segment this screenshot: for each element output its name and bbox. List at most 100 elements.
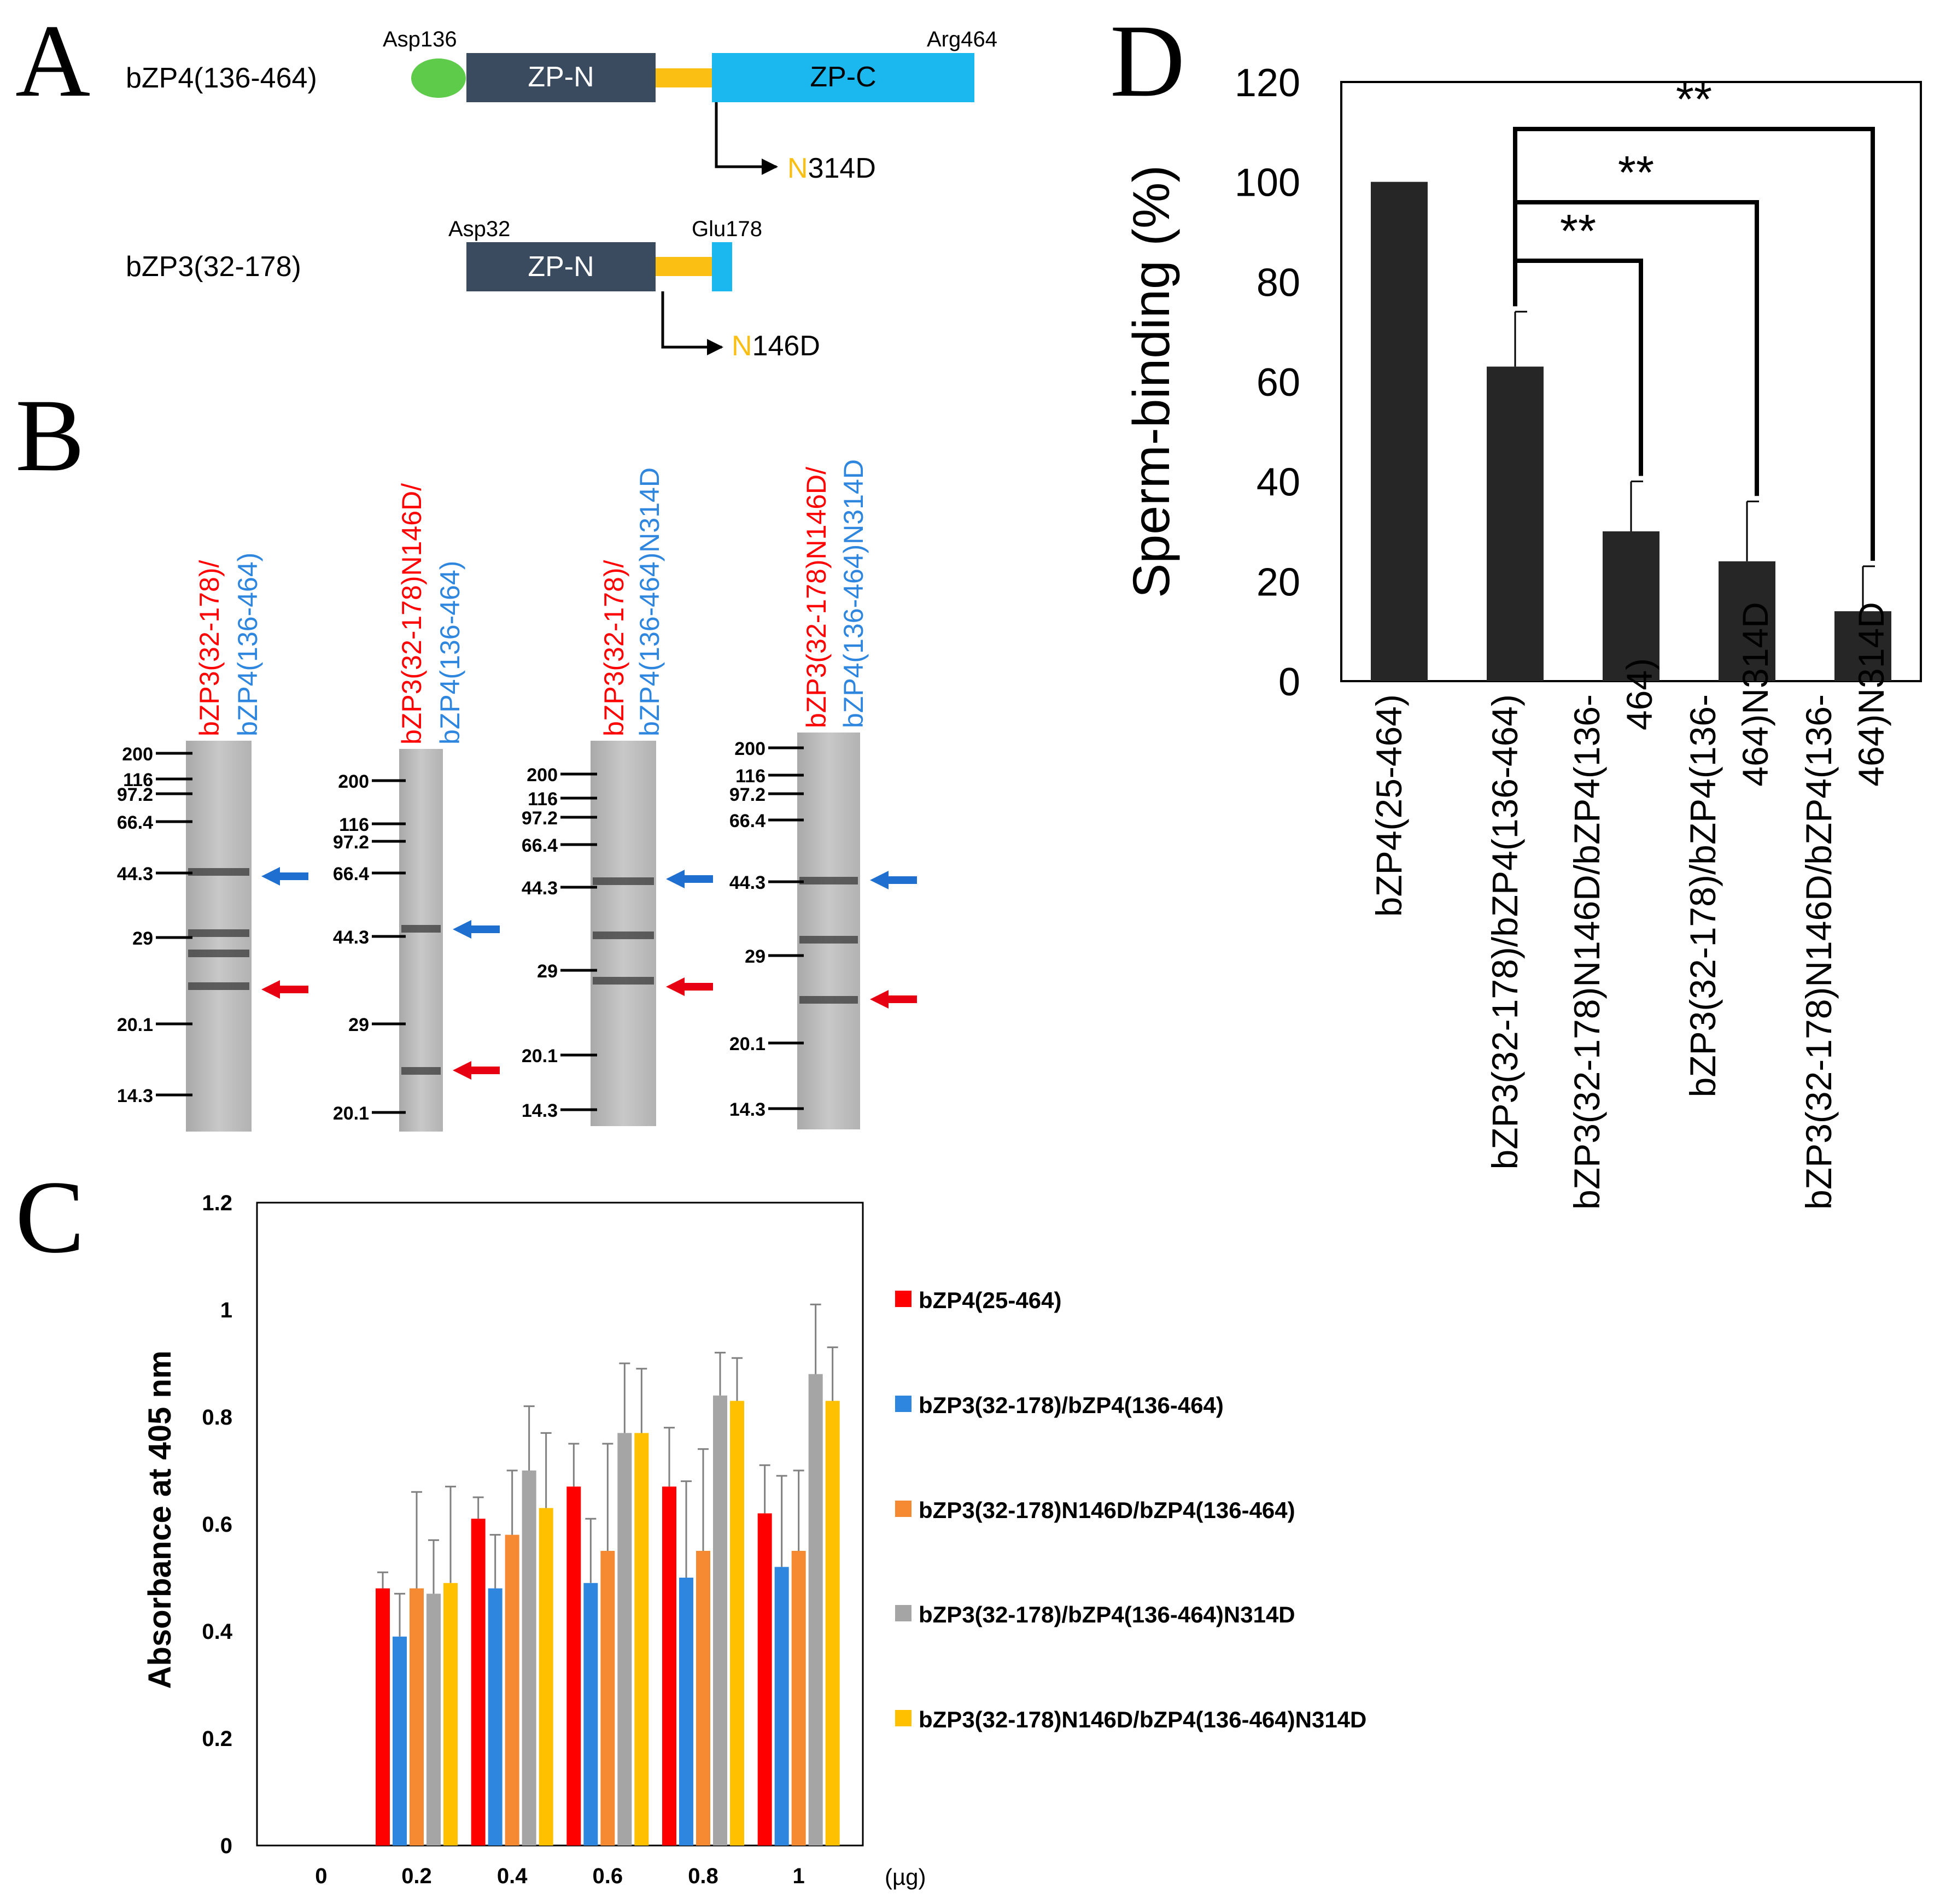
panel-c-y-tick-label: 0.6 <box>202 1513 232 1537</box>
panel-d-bar <box>1834 611 1891 681</box>
zp4-construct-label: bZP4(136-464) <box>126 62 317 94</box>
protein-band <box>593 977 654 985</box>
panel-d-bar <box>1487 366 1544 681</box>
zp4-end-residue: Arg464 <box>927 27 997 51</box>
zp4-zp-n-domain <box>466 53 656 102</box>
red-arrow-zp3-band <box>261 980 308 999</box>
panel-c-bar <box>825 1401 840 1846</box>
zp3-construct-label: bZP3(32-178) <box>126 251 301 283</box>
gel-lane-label-red: bZP3(32-178)/ <box>599 560 629 736</box>
panel-c-legend-swatch <box>895 1501 911 1517</box>
panel-d-significance-bracket <box>1513 200 1759 496</box>
panel-c-absorbance-chart: Absorbance at 405 nm (µg) 0 0.2 0.4 0.6 0.8 1… <box>142 1191 1366 1890</box>
panel-d-y-tick-label: 80 <box>1257 261 1300 304</box>
marker-label: 14.3 <box>117 1086 153 1106</box>
panel-c-y-tick-label: 0.4 <box>202 1620 232 1644</box>
blue-arrow-zp4-band <box>453 920 500 939</box>
panel-c-bar <box>696 1551 710 1846</box>
panel-c-x-tick-label: 0 <box>315 1864 327 1888</box>
zp4-mutation-label: N314D <box>787 153 876 184</box>
marker-label: 116 <box>735 766 766 787</box>
panel-c-bar <box>600 1551 615 1846</box>
panel-c-legend-swatch <box>895 1710 911 1726</box>
panel-c-legend-swatch <box>895 1291 911 1307</box>
panel-d-sperm-binding-chart: Sperm-binding (%) 0 20 40 60 80 100 120 ** ** **… <box>1123 61 1922 1210</box>
panel-c-legend-label: bZP3(32-178)N146D/bZP4(136-464) <box>919 1497 1295 1523</box>
panel-a-domain-diagram: bZP4(136-464) Asp136 Arg464 ZP-N ZP-C N3… <box>126 27 997 362</box>
panel-c-bar <box>662 1486 676 1846</box>
panel-d-bar <box>1603 531 1659 681</box>
panel-c-bar <box>730 1401 744 1846</box>
panel-d-x-tick-line: 464)N314D <box>1851 602 1891 787</box>
panel-d-x-tick-line: bZP3(32-178)/bZP4(136- <box>1682 694 1723 1097</box>
panel-c-bar <box>617 1433 632 1846</box>
zp3-zp-n-domain <box>466 242 656 291</box>
panel-c-x-tick-label: 0.6 <box>593 1864 623 1888</box>
marker-label: 200 <box>527 765 558 786</box>
gel-lane-label-blue: bZP4(136-464)N314D <box>634 467 665 736</box>
marker-label: 66.4 <box>333 864 369 884</box>
panel-c-bar <box>791 1551 806 1846</box>
gel-lane-label-red: bZP3(32-178)/ <box>194 560 225 736</box>
panel-d-x-tick-line: 464)N314D <box>1735 602 1775 787</box>
panel-c-bar <box>757 1513 772 1846</box>
gel-lane-label-blue: bZP4(136-464)N314D <box>838 459 869 728</box>
zp4-zp-c-domain <box>712 53 974 102</box>
gel-lane-label-red: bZP3(32-178)N146D/ <box>801 467 832 728</box>
marker-label: 20.1 <box>729 1034 766 1054</box>
protein-band <box>188 929 249 937</box>
panel-c-y-tick-label: 0.8 <box>202 1405 232 1430</box>
panel-d-y-tick-label: 100 <box>1235 161 1300 205</box>
panel-c-bar <box>426 1593 441 1846</box>
panel-d-y-tick-label: 20 <box>1257 560 1300 604</box>
panel-d-significance-stars: ** <box>1676 74 1712 126</box>
panel-c-bar <box>505 1534 519 1846</box>
marker-label: 44.3 <box>333 927 369 948</box>
marker-label: 20.1 <box>333 1103 369 1124</box>
marker-label: 14.3 <box>522 1100 558 1121</box>
panel-d-x-tick-line: bZP3(32-178)N146D/bZP4(136- <box>1798 694 1839 1210</box>
zp4-zp-n-label: ZP-N <box>528 61 594 93</box>
panel-d-x-tick-line: 464) <box>1619 658 1659 730</box>
panel-c-bar <box>808 1374 823 1846</box>
panel-c-x-unit: (µg) <box>885 1864 926 1890</box>
protein-band <box>799 996 858 1004</box>
marker-label: 66.4 <box>117 812 153 833</box>
panel-c-y-tick-label: 0 <box>220 1834 232 1858</box>
marker-label: 97.2 <box>729 784 766 805</box>
panel-c-bar <box>488 1588 502 1846</box>
red-arrow-zp3-band <box>870 990 917 1009</box>
panel-d-y-tick-label: 40 <box>1257 461 1300 505</box>
zp4-zp-c-label: ZP-C <box>810 61 876 93</box>
panel-c-legend-label: bZP3(32-178)N146D/bZP4(136-464)N314D <box>919 1707 1366 1732</box>
panel-c-bar <box>471 1519 486 1846</box>
protein-band <box>188 950 249 957</box>
zp4-start-residue: Asp136 <box>383 27 457 51</box>
blue-arrow-zp4-band <box>666 870 713 888</box>
marker-label: 29 <box>132 928 153 949</box>
protein-band <box>799 936 858 944</box>
zp3-mutation-label: N146D <box>732 330 820 362</box>
zp3-zp-n-label: ZP-N <box>528 251 594 283</box>
blue-arrow-zp4-band <box>261 867 308 886</box>
panel-c-legend-label: bZP3(32-178)/bZP4(136-464)N314D <box>919 1602 1295 1627</box>
marker-label: 97.2 <box>522 808 558 829</box>
blue-arrow-zp4-band <box>870 871 917 889</box>
panel-c-y-axis-title: Absorbance at 405 nm <box>142 1351 178 1689</box>
zp3-zp-c-fragment <box>712 242 732 291</box>
panel-label-a: A <box>15 4 90 119</box>
marker-label: 14.3 <box>729 1099 766 1120</box>
panel-c-bar <box>539 1508 553 1846</box>
panel-c-y-tick-label: 1 <box>220 1298 232 1322</box>
panel-label-d: D <box>1110 4 1185 119</box>
panel-c-bar <box>583 1583 598 1846</box>
panel-d-y-tick-label: 0 <box>1278 660 1300 704</box>
panel-d-x-tick-line: bZP4(25-464) <box>1369 694 1409 917</box>
marker-label: 116 <box>528 789 558 810</box>
panel-label-b: B <box>15 378 85 493</box>
panel-c-legend-label: bZP3(32-178)/bZP4(136-464) <box>919 1392 1224 1418</box>
marker-label: 200 <box>122 744 153 765</box>
zp3-end-residue: Glu178 <box>692 217 762 241</box>
panel-c-x-tick-label: 1 <box>793 1864 805 1888</box>
